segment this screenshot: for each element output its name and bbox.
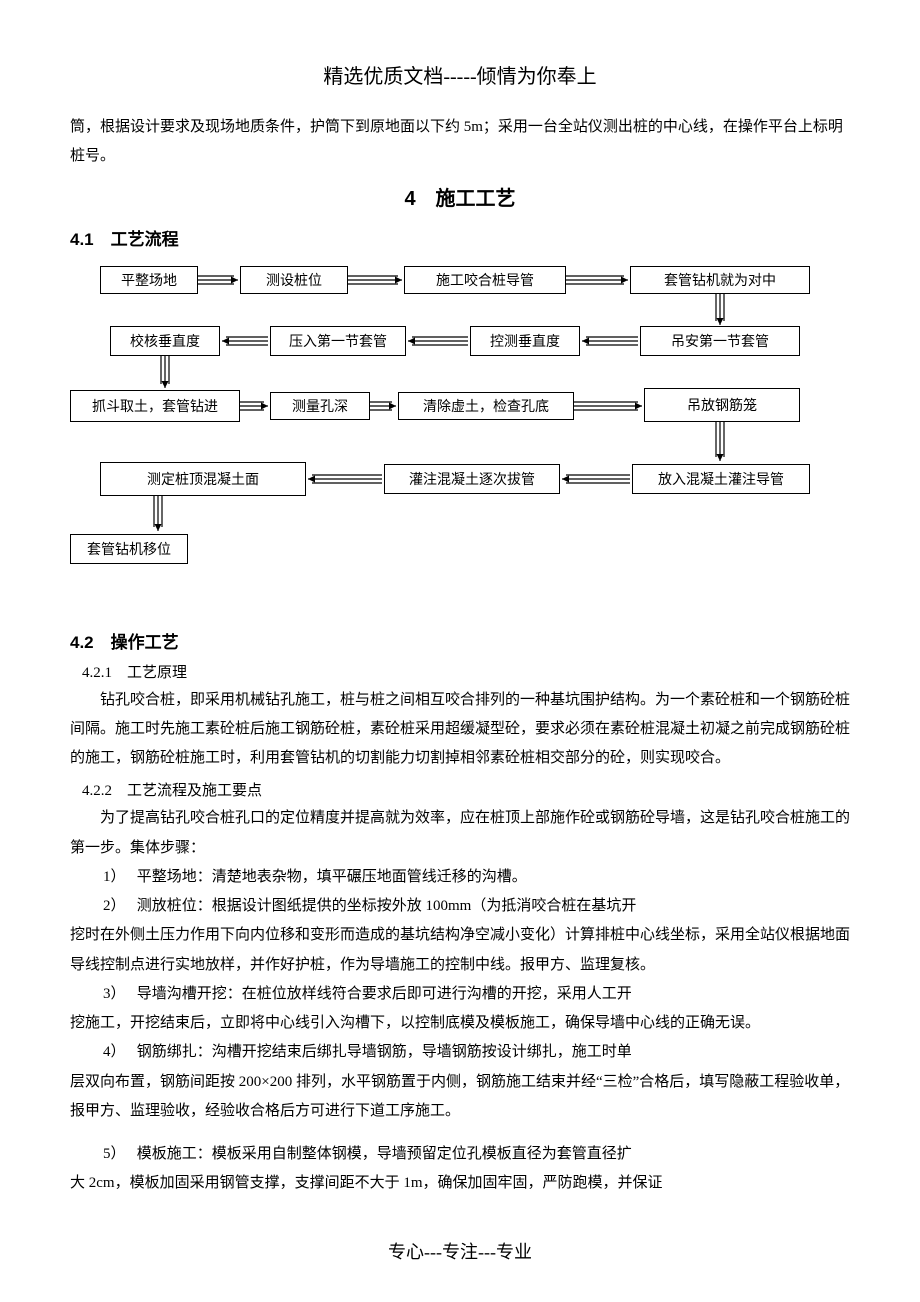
flow-node-4: 套管钻机就为对中 [630, 266, 810, 294]
section-4-title: 4 施工工艺 [70, 182, 850, 211]
page-footer: 专心---专注---专业 [0, 1238, 920, 1264]
intro-text: 筒，根据设计要求及现场地质条件，护筒下到原地面以下约 5m；采用一台全站仪测出桩… [70, 113, 850, 172]
step-4b: 层双向布置，钢筋间距按 200×200 排列，水平钢筋置于内侧，钢筋施工结束并经… [70, 1068, 850, 1127]
section-4-2-1-title: 4.2.1 工艺原理 [82, 661, 850, 682]
section-4-2-title: 4.2 操作工艺 [70, 628, 850, 653]
process-flowchart: 平整场地 测设桩位 施工咬合桩导管 套管钻机就为对中 校核垂直度 压入第一节套管… [70, 258, 850, 598]
step-2b: 挖时在外侧土压力作用下向内位移和变形而造成的基坑结构净空减小变化）计算排桩中心线… [70, 921, 850, 980]
section-4-2-2-title: 4.2.2 工艺流程及施工要点 [82, 779, 850, 800]
flow-node-15: 放入混凝土灌注导管 [632, 464, 810, 494]
section-4-1-title: 4.1 工艺流程 [70, 225, 850, 250]
para-422a: 为了提高钻孔咬合桩孔口的定位精度并提高就为效率，应在桩顶上部施作砼或钢筋砼导墙，… [70, 804, 850, 863]
flow-node-13: 测定桩顶混凝土面 [100, 462, 306, 496]
flow-node-1: 平整场地 [100, 266, 198, 294]
page-header: 精选优质文档-----倾情为你奉上 [70, 60, 850, 89]
flow-node-8: 吊安第一节套管 [640, 326, 800, 356]
step-1: 1） 平整场地：清楚地表杂物，填平碾压地面管线迁移的沟槽。 [70, 863, 850, 892]
flow-node-6: 压入第一节套管 [270, 326, 406, 356]
flow-node-12: 吊放钢筋笼 [644, 388, 800, 422]
flow-node-2: 测设桩位 [240, 266, 348, 294]
flow-node-5: 校核垂直度 [110, 326, 220, 356]
flow-node-7: 控测垂直度 [470, 326, 580, 356]
flow-node-9: 抓斗取土，套管钻进 [70, 390, 240, 422]
para-421: 钻孔咬合桩，即采用机械钻孔施工，桩与桩之间相互咬合排列的一种基坑围护结构。为一个… [70, 686, 850, 774]
step-2a: 2） 测放桩位：根据设计图纸提供的坐标按外放 100mm（为抵消咬合桩在基坑开 [70, 892, 850, 921]
step-3a: 3） 导墙沟槽开挖：在桩位放样线符合要求后即可进行沟槽的开挖，采用人工开 [70, 980, 850, 1009]
flow-node-10: 测量孔深 [270, 392, 370, 420]
flow-node-16: 套管钻机移位 [70, 534, 188, 564]
flow-node-3: 施工咬合桩导管 [404, 266, 566, 294]
flow-node-11: 清除虚土，检查孔底 [398, 392, 574, 420]
page-root: 精选优质文档-----倾情为你奉上 筒，根据设计要求及现场地质条件，护筒下到原地… [0, 0, 920, 1302]
step-5a: 5） 模板施工：模板采用自制整体钢模，导墙预留定位孔模板直径为套管直径扩 [70, 1140, 850, 1169]
step-5b: 大 2cm，模板加固采用钢管支撑，支撑间距不大于 1m，确保加固牢固，严防跑模，… [70, 1169, 850, 1198]
blank-line [70, 1126, 850, 1140]
flow-node-14: 灌注混凝土逐次拔管 [384, 464, 560, 494]
step-4a: 4） 钢筋绑扎：沟槽开挖结束后绑扎导墙钢筋，导墙钢筋按设计绑扎，施工时单 [70, 1038, 850, 1067]
step-3b: 挖施工，开挖结束后，立即将中心线引入沟槽下，以控制底模及模板施工，确保导墙中心线… [70, 1009, 850, 1038]
